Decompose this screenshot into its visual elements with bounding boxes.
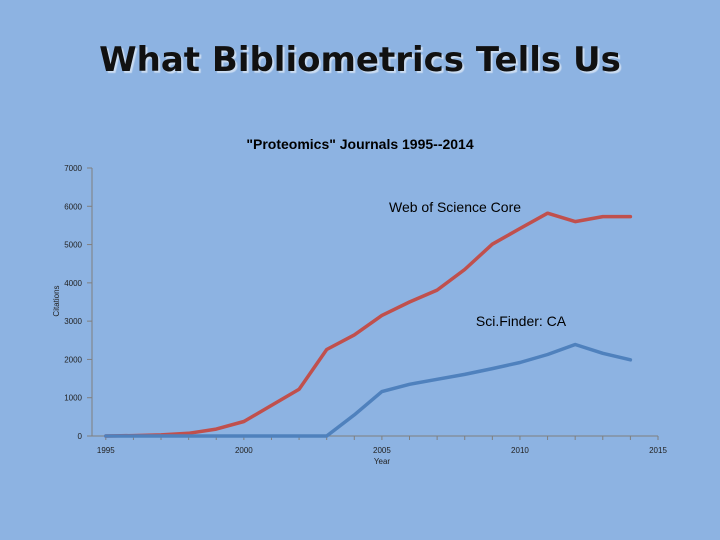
y-tick-label: 6000 xyxy=(64,202,82,211)
y-tick-label: 5000 xyxy=(64,241,82,250)
x-tick-label: 2000 xyxy=(235,446,253,455)
y-tick-label: 0 xyxy=(78,432,83,441)
slide-title: What Bibliometrics Tells Us xyxy=(99,40,621,80)
x-tick-label: 2005 xyxy=(373,446,391,455)
chart-axes: 0 1000 2000 3000 4000 5000 6000 7000 1995 2000 200… xyxy=(64,164,667,455)
x-tick-label: 2010 xyxy=(511,446,529,455)
y-tick-label: 1000 xyxy=(64,394,82,403)
y-tick-label: 2000 xyxy=(64,355,82,364)
annotation-web-of-science: Web of Science Core xyxy=(389,199,521,215)
y-axis-title: Citations xyxy=(52,285,61,316)
y-tick-label: 7000 xyxy=(64,164,82,173)
x-tick-label: 2015 xyxy=(649,446,667,455)
y-tick-label: 4000 xyxy=(64,279,82,288)
chart-series xyxy=(104,211,633,438)
chart-title: "Proteomics" Journals 1995--2014 xyxy=(246,136,473,152)
series-line-web-of-science xyxy=(104,211,633,438)
annotation-scifinder: Sci.Finder: CA xyxy=(476,313,567,329)
x-tick-label: 1995 xyxy=(97,446,115,455)
series-line-scifinder xyxy=(104,342,633,438)
y-tick-label: 3000 xyxy=(64,317,82,326)
x-axis-title: Year xyxy=(374,457,391,466)
